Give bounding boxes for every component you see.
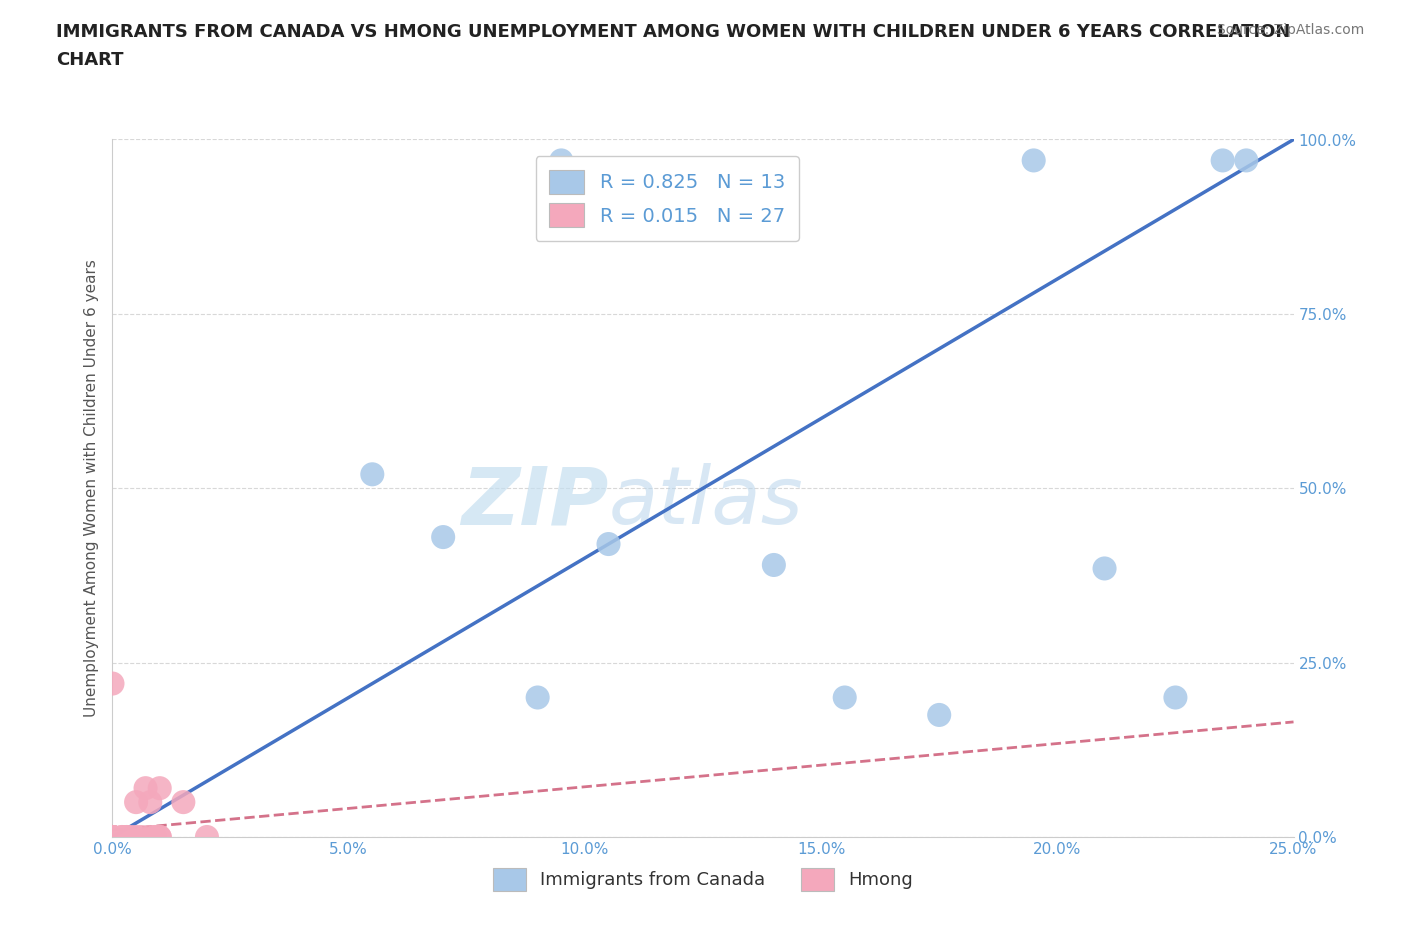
Point <box>101 830 124 844</box>
Point <box>135 781 157 796</box>
Point <box>172 794 194 809</box>
Point <box>149 830 172 844</box>
Text: atlas: atlas <box>609 463 803 541</box>
Point <box>1022 153 1045 168</box>
Point <box>1234 153 1257 168</box>
Point <box>928 708 950 723</box>
Point <box>361 467 384 482</box>
Point <box>111 830 134 844</box>
Point <box>101 830 124 844</box>
Point <box>111 830 134 844</box>
Point <box>143 830 166 844</box>
Point <box>101 830 124 844</box>
Point <box>432 530 454 545</box>
Point <box>1164 690 1187 705</box>
Point <box>149 781 172 796</box>
Text: ZIP: ZIP <box>461 463 609 541</box>
Legend: Immigrants from Canada, Hmong: Immigrants from Canada, Hmong <box>486 861 920 897</box>
Point <box>139 794 162 809</box>
Point <box>101 830 124 844</box>
Point <box>195 830 218 844</box>
Point <box>101 676 124 691</box>
Point <box>115 830 138 844</box>
Point <box>762 558 785 573</box>
Point <box>101 830 124 844</box>
Point <box>120 830 142 844</box>
Point <box>139 830 162 844</box>
Point <box>834 690 856 705</box>
Point <box>1094 561 1116 576</box>
Text: Source: ZipAtlas.com: Source: ZipAtlas.com <box>1216 23 1364 37</box>
Point <box>526 690 548 705</box>
Point <box>101 830 124 844</box>
Point <box>101 830 124 844</box>
Point <box>129 830 152 844</box>
Text: CHART: CHART <box>56 51 124 69</box>
Point <box>115 830 138 844</box>
Point <box>149 830 172 844</box>
Point <box>550 153 572 168</box>
Point <box>101 830 124 844</box>
Point <box>598 537 620 551</box>
Text: IMMIGRANTS FROM CANADA VS HMONG UNEMPLOYMENT AMONG WOMEN WITH CHILDREN UNDER 6 Y: IMMIGRANTS FROM CANADA VS HMONG UNEMPLOY… <box>56 23 1291 41</box>
Point <box>125 794 148 809</box>
Point <box>125 830 148 844</box>
Y-axis label: Unemployment Among Women with Children Under 6 years: Unemployment Among Women with Children U… <box>83 259 98 717</box>
Point <box>143 830 166 844</box>
Point <box>1212 153 1234 168</box>
